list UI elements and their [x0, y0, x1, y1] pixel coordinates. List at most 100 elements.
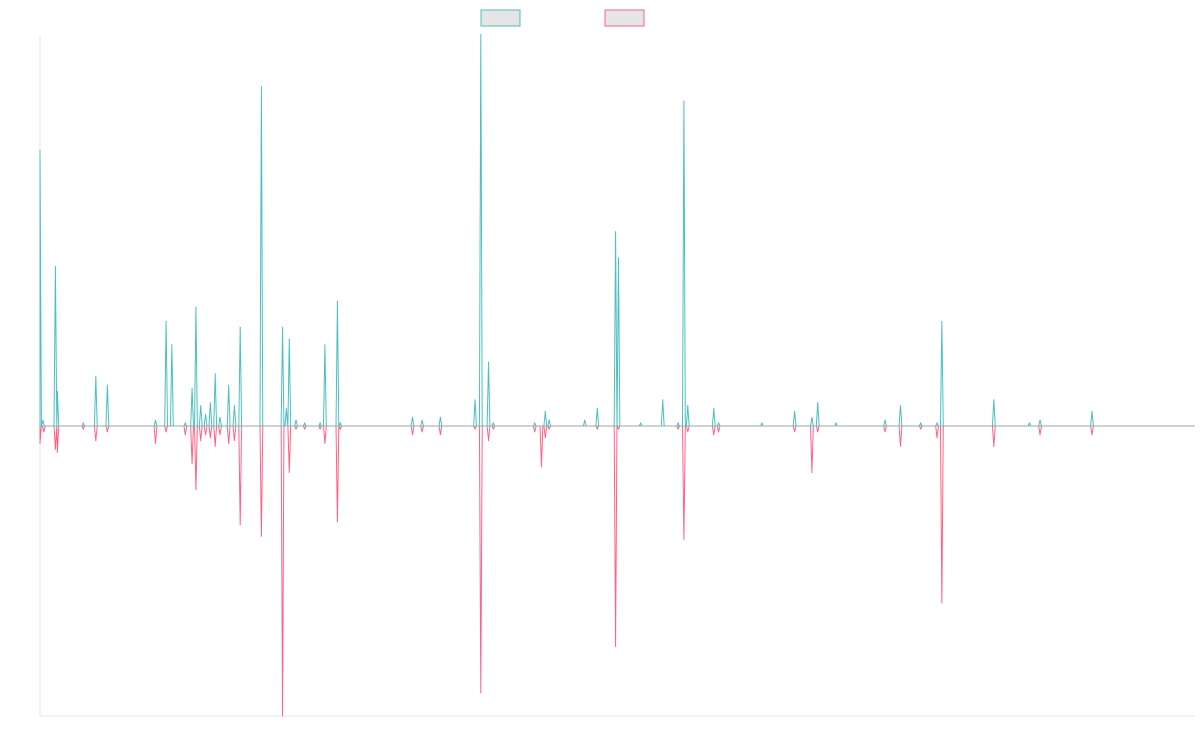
series-2-peak-25 [304, 428, 306, 430]
series-1-peak-5 [82, 422, 84, 424]
series-1-peak-42 [584, 419, 586, 421]
series-1-peak-23 [281, 326, 284, 328]
series-1-peak-27 [304, 422, 306, 424]
series-1-peak-38 [492, 422, 494, 424]
series-1-peak-18 [219, 416, 221, 418]
series-2-peak-57 [993, 445, 995, 447]
series-2-peak-16 [214, 445, 216, 447]
series-2-peak-24 [295, 428, 297, 430]
series-2-peak-23 [288, 471, 290, 473]
series-2-peak-32 [439, 434, 441, 436]
legend-swatch-2 [604, 9, 645, 27]
series-1-peak-60 [920, 422, 922, 424]
series-1-peak-9 [165, 321, 167, 323]
series-1-peak-55 [811, 416, 813, 418]
series-2-peak-54 [920, 428, 922, 430]
series-2-peak-47 [713, 434, 715, 436]
series-1-peak-2 [42, 419, 44, 421]
series-1-peak-32 [411, 416, 414, 418]
series-1-peak-45 [617, 257, 620, 259]
series-1-peak-50 [687, 405, 689, 407]
series-2-peak-2 [43, 431, 45, 433]
series-2-peak-49 [794, 431, 796, 433]
series-2-peak-55 [936, 437, 938, 439]
series-1-peak-17 [214, 373, 216, 375]
series-1-peak-59 [899, 405, 902, 407]
series-1-peak-24 [285, 408, 287, 410]
series-1-peak-56 [817, 402, 819, 404]
series-2-peak-50 [811, 471, 813, 473]
series-1-peak-65 [1039, 419, 1041, 421]
series-2-peak-37 [534, 431, 536, 433]
series-layer [39, 33, 1195, 717]
series-1-peak-1 [39, 149, 41, 152]
series-1-peak-61 [936, 422, 938, 424]
series-1-peak-41 [548, 419, 550, 421]
series-2-peak-12 [195, 489, 197, 491]
series-1-peak-64 [1028, 422, 1031, 424]
series-1-peak-13 [195, 306, 197, 308]
series-1-peak-6 [95, 376, 97, 378]
series-1-peak-35 [474, 399, 476, 401]
series-2-peak-6 [95, 439, 97, 442]
series-1-peak-22 [260, 86, 262, 88]
series-2-peak-10 [184, 434, 186, 436]
series-1-peak-62 [941, 321, 943, 323]
series-2-peak-40 [548, 428, 550, 430]
series-1-peak-44 [614, 231, 617, 233]
series-1-peak-58 [884, 419, 886, 421]
series-line-1 [39, 34, 1195, 427]
series-2-peak-46 [687, 431, 689, 433]
series-2-peak-9 [165, 431, 167, 433]
series-2-peak-34 [480, 692, 482, 694]
series-2-peak-48 [717, 431, 720, 433]
series-1-peak-8 [154, 419, 157, 421]
series-2-peak-33 [474, 428, 476, 430]
series-1-peak-48 [677, 422, 679, 424]
series-2-peak-53 [899, 445, 902, 447]
series-1-peak-36 [480, 33, 482, 36]
series-1-peak-25 [288, 338, 290, 340]
series-2-peak-19 [233, 439, 236, 442]
series-1-peak-4 [56, 390, 58, 392]
series-2-peak-22 [281, 715, 284, 717]
series-2-peak-59 [1091, 434, 1093, 436]
series-2-peak-45 [683, 538, 685, 540]
series-1-peak-31 [339, 422, 341, 424]
series-1-peak-46 [640, 422, 642, 424]
series-2-peak-14 [204, 434, 207, 436]
series-1-peak-19 [228, 384, 230, 386]
series-1-peak-16 [209, 402, 211, 404]
series-2-peak-20 [239, 524, 241, 526]
series-2-peak-29 [339, 428, 341, 430]
series-2-peak-17 [219, 434, 221, 436]
series-2-peak-43 [617, 428, 620, 430]
series-2-peak-5 [82, 428, 84, 430]
series-2-peak-3 [54, 448, 57, 450]
series-1-peak-3 [54, 265, 57, 268]
series-1-peak-52 [717, 422, 720, 424]
series-1-peak-66 [1091, 410, 1093, 413]
series-2-peak-36 [492, 428, 494, 430]
series-2-peak-51 [817, 431, 819, 433]
series-1-peak-39 [534, 422, 536, 424]
series-2-peak-13 [200, 439, 202, 442]
series-2-peak-7 [106, 431, 108, 433]
series-1-peak-11 [184, 422, 186, 424]
series-2-peak-56 [941, 602, 943, 604]
series-1-peak-15 [204, 413, 207, 415]
series-1-peak-33 [421, 419, 423, 421]
series-1-peak-12 [191, 387, 193, 389]
series-2-peak-8 [154, 442, 157, 444]
series-1-peak-28 [319, 422, 321, 424]
series-2-peak-44 [677, 428, 679, 430]
series-2-peak-28 [336, 521, 339, 523]
series-2-peak-31 [421, 431, 423, 433]
series-2-peak-21 [260, 535, 262, 537]
series-2-peak-4 [56, 451, 58, 453]
series-1-peak-51 [713, 408, 715, 410]
legend-swatch-1 [480, 9, 521, 27]
series-1-peak-43 [596, 408, 598, 410]
series-2-peak-39 [544, 437, 546, 439]
